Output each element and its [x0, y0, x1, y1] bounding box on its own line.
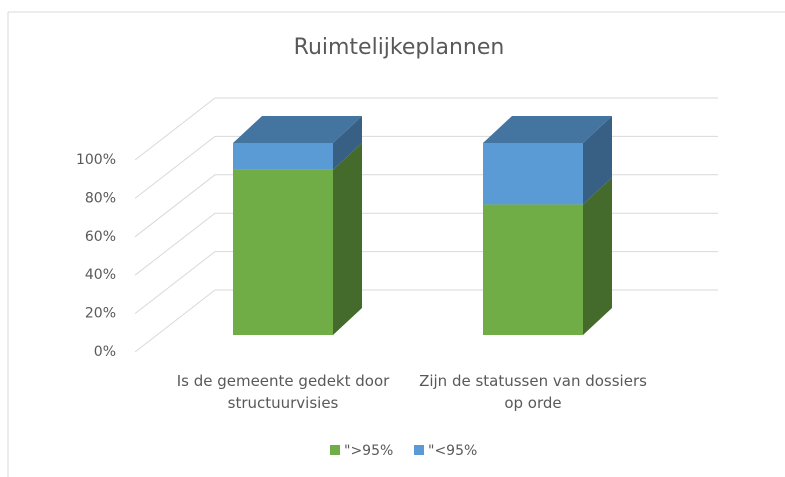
bar-top [233, 116, 362, 143]
bar-side [333, 116, 362, 170]
x-tick-label: Zijn de statussen van dossiers op orde [419, 372, 647, 412]
bar [483, 143, 583, 205]
y-tick-label: 80% [85, 190, 116, 206]
grid-line [134, 135, 718, 199]
y-tick-label: 20% [85, 306, 116, 322]
legend-label: "<95% [428, 443, 477, 459]
grid-line [134, 289, 718, 353]
chart-title: Ruimtelijkeplannen [294, 35, 505, 60]
legend-swatch [330, 445, 340, 455]
legend-swatch [414, 445, 424, 455]
y-tick-label: 40% [85, 267, 116, 283]
bar-side [333, 142, 362, 335]
bar-top [483, 116, 612, 143]
grid-line [134, 251, 718, 314]
grid-line [134, 212, 718, 276]
bar-side [583, 116, 612, 205]
y-tick-label: 60% [85, 229, 116, 245]
bar [233, 169, 333, 335]
y-tick-label: 0% [94, 344, 116, 360]
grid-line [134, 97, 718, 161]
bar-side [583, 177, 612, 335]
legend-label: ">95% [344, 443, 393, 459]
x-tick-label: Is de gemeente gedekt door structuurvisi… [176, 372, 390, 412]
grid-line [134, 174, 718, 238]
bar [483, 204, 583, 335]
y-tick-label: 100% [76, 152, 116, 168]
bar [233, 143, 333, 170]
